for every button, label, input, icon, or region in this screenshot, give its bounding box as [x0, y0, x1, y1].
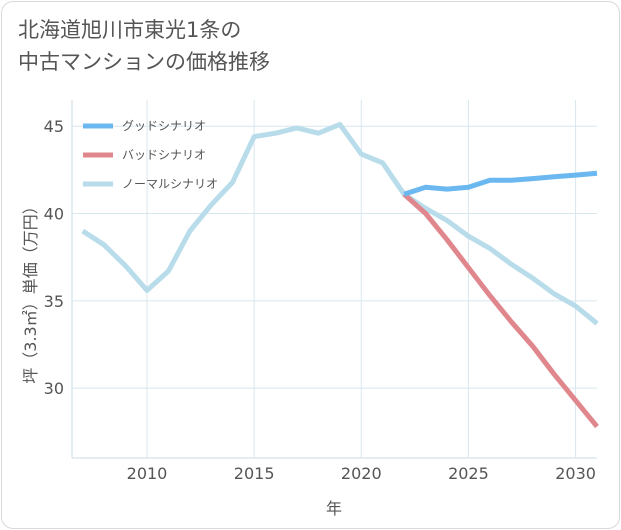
y-tick-label: 30: [44, 379, 64, 398]
chart-title-line1: 北海道旭川市東光1条の: [18, 18, 242, 42]
bad-scenario-line: [402, 192, 599, 429]
legend-label: ノーマルシナリオ: [122, 177, 218, 191]
legend-item-bad-scenario[interactable]: バッドシナリオ: [83, 148, 206, 162]
grid: [71, 100, 597, 459]
y-tick-label: 40: [44, 205, 64, 224]
x-tick-label: 2030: [555, 464, 596, 483]
legend-label: グッドシナリオ: [122, 119, 206, 133]
tick-labels: 30 35 40 45 2010 2015 2020 2025 2030: [44, 117, 596, 483]
y-axis-label: 坪（3.3㎡）単価（万円）: [21, 198, 40, 383]
y-tick-label: 45: [44, 117, 64, 136]
series-layer: [81, 121, 599, 429]
legend-label: バッドシナリオ: [122, 148, 206, 162]
normal-scenario-line: [81, 121, 599, 326]
y-tick-label: 35: [44, 292, 64, 311]
x-tick-label: 2015: [234, 464, 275, 483]
chart-title-line2: 中古マンションの価格推移: [18, 50, 270, 74]
chart-title: 北海道旭川市東光1条の 中古マンションの価格推移: [18, 14, 270, 78]
x-tick-label: 2010: [127, 464, 168, 483]
legend-item-good-scenario[interactable]: グッドシナリオ: [83, 119, 206, 133]
x-tick-label: 2020: [341, 464, 382, 483]
good-scenario-line: [403, 170, 598, 197]
x-axis-label: 年: [326, 499, 342, 518]
legend-item-normal-scenario[interactable]: ノーマルシナリオ: [83, 177, 218, 191]
x-tick-label: 2025: [448, 464, 489, 483]
